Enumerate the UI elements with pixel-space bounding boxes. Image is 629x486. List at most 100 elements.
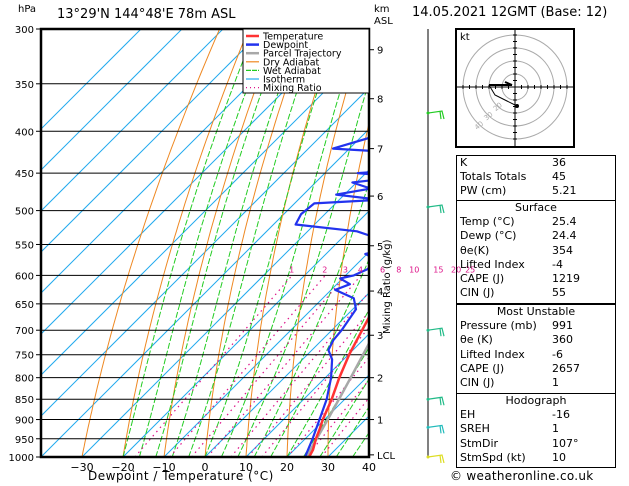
mixing-ratio-label: 15 xyxy=(433,265,443,274)
x-tick-label: −30 xyxy=(70,461,93,474)
mixing-ratio-line xyxy=(191,275,347,457)
surface-row: CIN (J) 55 xyxy=(457,286,615,300)
wet-adiabat-line xyxy=(171,29,302,457)
mixing-ratio-label: 4 xyxy=(358,265,363,274)
index-value: 24.4 xyxy=(552,229,577,243)
index-label: StmSpd (kt) xyxy=(460,450,526,464)
surface-row: Temp (°C) 25.4 xyxy=(457,215,615,229)
pressure-tick-label: 300 xyxy=(15,25,34,36)
hodograph-table: Hodograph EH -16 SREH 1 StmDir 107° StmSpd … xyxy=(456,393,616,468)
dry-adiabat-line xyxy=(81,29,221,457)
most-unstable-header: Most Unstable xyxy=(496,305,576,318)
mixing-ratio-line xyxy=(320,397,369,457)
isotherm-line xyxy=(163,251,369,457)
most-unstable-table: Most Unstable Pressure (mb) 991 θe (K) 360… xyxy=(456,304,616,394)
wind-barb xyxy=(427,327,445,337)
mixing-ratio-label: 25 xyxy=(465,265,475,274)
index-label: Lifted Index xyxy=(460,257,525,271)
index-label: CAPE (J) xyxy=(460,361,505,375)
index-label: θe (K) xyxy=(460,333,493,347)
hodo-row: EH -16 xyxy=(457,408,615,422)
legend-label: Parcel Trajectory xyxy=(263,49,342,60)
index-label: K xyxy=(460,156,468,169)
wet-adiabat-line xyxy=(155,29,286,457)
surface-row: θe(K) 354 xyxy=(457,244,615,258)
dewpoint-line xyxy=(294,136,369,457)
height-tick-label: 4 xyxy=(377,287,383,298)
mixing-ratio-line xyxy=(247,310,369,457)
index-value: 991 xyxy=(552,319,573,333)
hodograph-storm-vector xyxy=(489,81,513,86)
index-value: -4 xyxy=(552,257,563,271)
mixing-ratio-line xyxy=(169,275,326,457)
index-value: -6 xyxy=(552,347,563,361)
height-tick-label: 9 xyxy=(377,46,383,57)
pressure-tick-label: 650 xyxy=(15,300,34,311)
index-value: 354 xyxy=(552,243,573,257)
hodo-row: StmDir 107° xyxy=(457,437,615,451)
x-tick-label: 20 xyxy=(280,461,294,474)
parcel-trajectory-line xyxy=(306,340,369,457)
index-label: Pressure (mb) xyxy=(460,319,537,333)
hodo-row: StmSpd (kt) 10 xyxy=(457,451,615,465)
mixing-ratio-axis-label: Mixing Ratio (g/kg) xyxy=(382,239,393,334)
surface-row: CAPE (J) 1219 xyxy=(457,272,615,286)
pressure-tick-label: 350 xyxy=(15,80,34,91)
index-label: EH xyxy=(460,408,476,422)
wet-adiabat-line xyxy=(138,29,271,457)
dry-adiabat-line xyxy=(407,29,452,457)
wind-barbs xyxy=(426,29,445,464)
index-value: 107° xyxy=(552,436,579,450)
isotherm-line xyxy=(41,29,183,171)
pressure-tick-label: 400 xyxy=(15,127,34,138)
index-row: K 36 xyxy=(457,156,615,170)
index-value: 1 xyxy=(552,422,559,436)
height-tick-label: 8 xyxy=(377,95,383,106)
surface-table: Surface Temp (°C) 25.4 Dewp (°C) 24.4 θe(K… xyxy=(456,200,616,304)
height-tick-label: 2 xyxy=(377,374,383,385)
wet-adiabat-line xyxy=(335,405,369,457)
mixing-ratio-line xyxy=(261,326,369,457)
legend-label: Dry Adiabat xyxy=(263,57,320,68)
mu-row: Lifted Index -6 xyxy=(457,348,615,362)
hodograph-ring-label: 30 xyxy=(483,110,495,122)
surface-row: Dewp (°C) 24.4 xyxy=(457,229,615,243)
pressure-tick-label: 700 xyxy=(15,326,34,337)
mixing-ratio-label: 8 xyxy=(396,265,401,274)
pressure-tick-label: 500 xyxy=(15,207,34,218)
index-value: 5.21 xyxy=(552,184,577,198)
index-label: CIN (J) xyxy=(460,375,495,389)
mixing-ratio-line xyxy=(305,379,369,457)
index-row: PW (cm) 5.21 xyxy=(457,184,615,198)
x-tick-label: 30 xyxy=(321,461,335,474)
index-value: 25.4 xyxy=(552,215,577,229)
isotherm-line xyxy=(81,169,369,457)
isotherm-line xyxy=(245,333,369,457)
hodo-row: SREH 1 xyxy=(457,422,615,436)
hodograph-unit-label: kt xyxy=(460,32,470,43)
pressure-tick-label: 750 xyxy=(15,351,34,362)
x-tick-label: 40 xyxy=(362,461,376,474)
isotherm-line xyxy=(41,128,369,457)
mu-row: θe (K) 360 xyxy=(457,333,615,347)
temperature-line xyxy=(308,314,369,457)
index-label: CAPE (J) xyxy=(460,271,505,285)
hodograph-ring-label: 40 xyxy=(473,120,485,132)
isotherm-line xyxy=(286,374,369,457)
isotherm-line xyxy=(41,29,347,335)
height-tick-label: LCL xyxy=(377,451,396,462)
wind-barb xyxy=(427,396,445,406)
indices-table-top: K 36 Totals Totals 45 PW (cm) 5.21 xyxy=(456,155,616,201)
plot-frame xyxy=(39,27,371,459)
copyright-text: © weatheronline.co.uk xyxy=(450,469,594,483)
index-value: 10 xyxy=(552,450,566,464)
index-value: 2657 xyxy=(552,361,580,375)
wind-barb xyxy=(427,110,445,120)
isotherm-line xyxy=(41,29,306,294)
mixing-ratio-line xyxy=(230,291,369,457)
pressure-tick-label: 450 xyxy=(15,169,34,180)
x-tick-label: 10 xyxy=(239,461,253,474)
mixing-ratio-label: 1 xyxy=(289,265,294,274)
height-tick-label: 3 xyxy=(377,331,383,342)
